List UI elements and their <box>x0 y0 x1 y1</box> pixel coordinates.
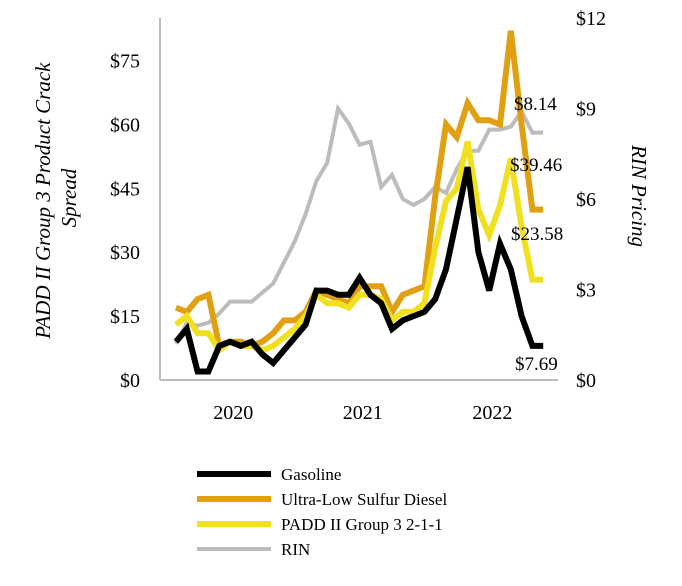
right-tick-label: $3 <box>576 280 596 302</box>
right-tick-label: $12 <box>576 8 606 30</box>
left-tick-label: $75 <box>110 51 140 73</box>
legend-label-ultra-low-sulfur-diesel: Ultra-Low Sulfur Diesel <box>281 490 447 509</box>
left-axis-ticks: $0 $15 $30 $45 $60 $75 <box>110 51 140 392</box>
right-tick-label: $6 <box>576 189 596 211</box>
left-tick-label: $15 <box>110 306 140 328</box>
right-axis-title: RIN Pricing <box>627 144 651 247</box>
end-value-label: $7.69 <box>515 354 558 375</box>
legend-label-rin: RIN <box>281 540 310 559</box>
left-axis-title-line-2: Spread <box>57 168 81 227</box>
x-tick-label: 2020 <box>213 402 253 424</box>
end-value-label: $8.14 <box>514 94 557 115</box>
series-line-rin <box>174 103 544 345</box>
end-value-label: $23.58 <box>511 224 563 245</box>
x-axis-ticks: 2020 2021 2022 <box>213 402 512 424</box>
series-line-padd-ii-group-3-2-1-1 <box>174 140 544 355</box>
left-axis-title-line-1: PADD II Group 3 Product Crack <box>31 62 55 340</box>
left-axis-title: PADD II Group 3 Product Crack Spread <box>31 57 81 340</box>
x-tick-label: 2022 <box>472 402 512 424</box>
legend: Gasoline Ultra-Low Sulfur Diesel PADD II G… <box>197 465 447 559</box>
legend-label-padd-ii-group-3-2-1-1: PADD II Group 3 2-1-1 <box>281 515 443 534</box>
left-tick-label: $0 <box>120 370 140 392</box>
end-value-label: $39.46 <box>510 155 562 176</box>
left-tick-label: $45 <box>110 178 140 200</box>
left-tick-label: $30 <box>110 242 140 264</box>
series-line-gasoline <box>173 166 544 375</box>
left-tick-label: $60 <box>110 114 140 136</box>
annotation-layer: $8.14 $39.46 $23.58 $7.69 <box>510 94 563 375</box>
series-layer <box>173 30 544 375</box>
right-tick-label: $9 <box>576 99 596 121</box>
right-axis-ticks: $0 $3 $6 $9 $12 <box>576 8 606 392</box>
x-tick-label: 2021 <box>343 402 383 424</box>
legend-label-gasoline: Gasoline <box>281 465 341 484</box>
right-tick-label: $0 <box>576 370 596 392</box>
